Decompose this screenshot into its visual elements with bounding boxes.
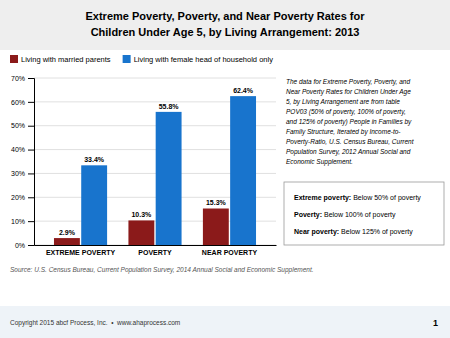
x-axis: EXTREME POVERTY POVERTY NEAR POVERTY [35,245,277,256]
y-tick-mark [28,78,34,79]
y-tick-mark [28,173,34,174]
bar [156,112,182,245]
x-tick: NEAR POVERTY [202,245,258,256]
y-tick: 60% [11,99,34,106]
annotation-line: 5, by Living Arrangement are from table [286,98,400,106]
grid-line [34,78,276,79]
title-band [0,0,450,50]
title: Extreme Poverty, Poverty, and Near Pover… [86,10,366,38]
y-tick-mark [28,197,34,198]
annotation-line: Poverty-Ratio, U.S. Census Bureau, Curre… [286,138,415,146]
x-tick: POVERTY [138,245,172,256]
x-tick-label: NEAR POVERTY [202,249,258,256]
y-axis: 0% 10% 20% 30% 40% 50% 60% 70% [11,75,35,249]
definition-term: Near poverty: [294,228,339,236]
x-tick-label: POVERTY [138,249,172,256]
legend-swatch [123,55,131,63]
definition-text: Below 100% of poverty [322,211,396,219]
definition-text: Below 125% of poverty [339,228,413,236]
bar [203,208,229,245]
y-tick-label: 10% [11,218,25,225]
legend-label: Living with married parents [21,55,111,64]
y-tick: 10% [11,218,34,225]
y-tick-mark [28,102,34,103]
y-tick: 20% [11,194,34,201]
x-axis-line [35,245,277,246]
annotation-line: Population Survey, 2012 Annual Social an… [286,148,411,156]
title-line: Extreme Poverty, Poverty, and Near Pover… [86,10,366,22]
annotation-line: Family Structure, Iterated by Income-to- [286,128,401,136]
definition-term: Poverty: [294,211,322,219]
footer: Copyright 2015 abcf Process, Inc. • www.… [10,319,180,327]
annotation-line: The data for Extreme Poverty, Poverty, a… [286,78,410,86]
definition: Extreme poverty: Below 50% of poverty [294,194,421,202]
annotation-line: Near Poverty Rates for Children Under Ag… [286,88,411,96]
definition: Poverty: Below 100% of poverty [294,211,396,219]
annotation-line: Economic Supplement. [286,158,353,166]
y-tick: 50% [11,122,34,129]
y-tick-mark [28,221,34,222]
legend-swatch [10,55,18,63]
y-tick-label: 0% [15,242,25,249]
definition-box [284,182,444,245]
y-tick-mark [28,245,34,246]
bar [128,220,154,245]
data-label: 2.9% [59,229,76,236]
y-tick-label: 50% [11,122,25,129]
x-tick-label: EXTREME POVERTY [46,249,116,256]
data-label: 55.8% [159,103,180,110]
legend-label: Living with female head of household onl… [134,55,274,64]
data-labels: 2.9% 10.3% 15.3% 33.4% 55.8% 62.4% [59,87,254,236]
definition: Near poverty: Below 125% of poverty [294,228,413,236]
y-axis-line [28,79,35,246]
y-tick: 0% [15,242,34,249]
y-tick-mark [28,126,34,127]
bar [230,96,256,245]
source: Source: U.S. Census Bureau, Current Popu… [10,266,314,274]
definition-term: Extreme poverty: [294,194,351,202]
x-tick: EXTREME POVERTY [46,245,116,256]
y-tick-label: 20% [11,194,25,201]
y-tick-label: 60% [11,99,25,106]
grid [34,78,276,245]
page-number: 1 [433,318,438,328]
legend: Living with married parents Living with f… [10,55,273,64]
y-tick-label: 70% [11,75,25,82]
y-tick-label: 30% [11,170,25,177]
bar [54,238,80,245]
y-tick-label: 40% [11,146,25,153]
annotation-line: and 125% of poverty) People in Families … [286,118,412,126]
title-line: Children Under Age 5, by Living Arrangem… [91,26,360,38]
y-tick: 40% [11,146,34,153]
annotation-line: POV03 (50% of poverty, 100% of poverty, [286,108,406,116]
definition-text: Below 50% of poverty [351,194,421,202]
y-tick: 30% [11,170,34,177]
chart-container: Extreme Poverty, Poverty, and Near Pover… [0,0,450,338]
footer-band [0,306,450,338]
data-label: 15.3% [206,199,227,206]
annotation: The data for Extreme Poverty, Poverty, a… [286,78,415,166]
chart: Extreme Poverty, Poverty, and Near Pover… [0,0,450,338]
y-tick: 70% [11,75,34,82]
y-tick-mark [28,150,34,151]
bar [81,165,107,245]
data-label: 10.3% [131,211,152,218]
bars [54,96,256,245]
data-label: 62.4% [233,87,254,94]
data-label: 33.4% [84,156,105,163]
